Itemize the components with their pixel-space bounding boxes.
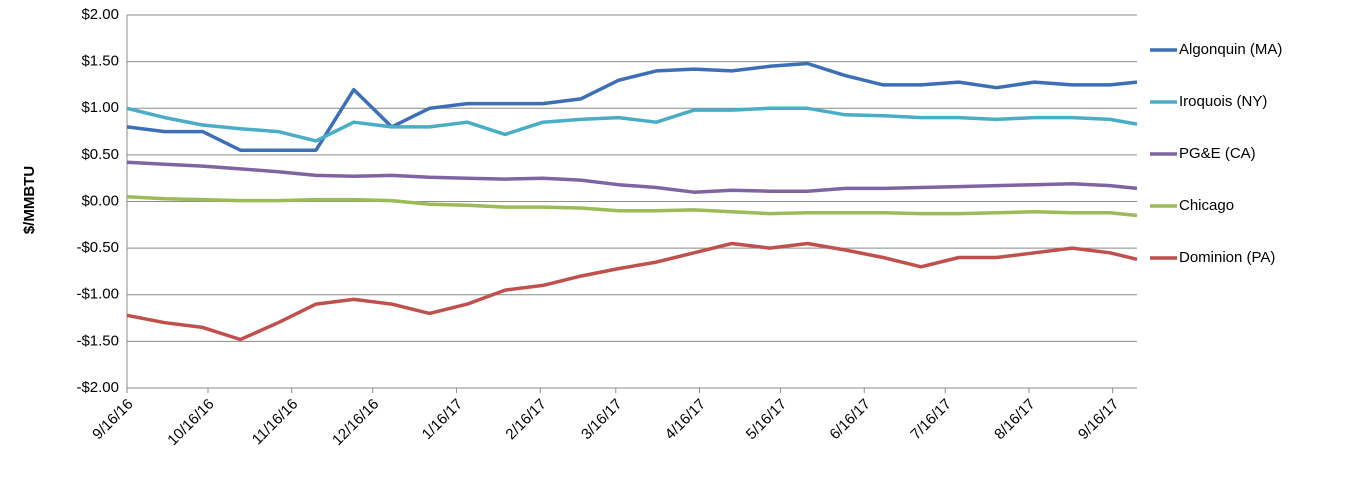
- legend-label: Dominion (PA): [1179, 249, 1275, 266]
- legend-label: PG&E (CA): [1179, 145, 1256, 162]
- x-tick-label: 9/16/16: [89, 396, 136, 443]
- series-line: [126, 106, 1138, 143]
- y-tick-label: $0.50: [81, 146, 119, 163]
- series-line: [126, 195, 1138, 218]
- x-tick-label: 3/16/17: [578, 396, 625, 443]
- y-tick-label: $1.00: [81, 99, 119, 116]
- series-line: [126, 61, 1138, 152]
- x-tick-label: 1/16/17: [419, 396, 466, 443]
- y-tick-label: $0.00: [81, 192, 119, 209]
- series-line: [126, 241, 1138, 342]
- y-tick-label: -$1.50: [76, 332, 119, 349]
- x-tick-label: 11/16/16: [249, 396, 302, 449]
- x-tick-label: 10/16/16: [164, 396, 217, 449]
- series-line: [126, 160, 1138, 194]
- y-axis-label: $/MMBTU: [21, 166, 38, 234]
- x-tick-label: 12/16/16: [329, 396, 382, 449]
- x-tick-label: 8/16/17: [991, 396, 1038, 443]
- x-tick-label: 4/16/17: [662, 396, 709, 443]
- y-tick-label: $2.00: [81, 6, 119, 23]
- x-tick-label: 9/16/17: [1075, 396, 1122, 443]
- y-tick-label: $1.50: [81, 53, 119, 70]
- legend-label: Algonquin (MA): [1179, 41, 1282, 58]
- x-tick-label: 2/16/17: [502, 396, 549, 443]
- x-tick-label: 6/16/17: [826, 396, 873, 443]
- x-tick-label: 5/16/17: [743, 396, 790, 443]
- legend-label: Chicago: [1179, 197, 1234, 214]
- x-tick-label: 7/16/17: [907, 396, 954, 443]
- y-tick-label: -$2.00: [76, 379, 119, 396]
- legend-label: Iroquois (NY): [1179, 93, 1267, 110]
- y-tick-label: -$0.50: [76, 239, 119, 256]
- y-tick-label: -$1.00: [76, 286, 119, 303]
